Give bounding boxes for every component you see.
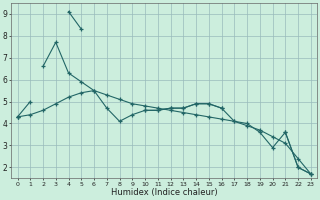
- X-axis label: Humidex (Indice chaleur): Humidex (Indice chaleur): [111, 188, 218, 197]
